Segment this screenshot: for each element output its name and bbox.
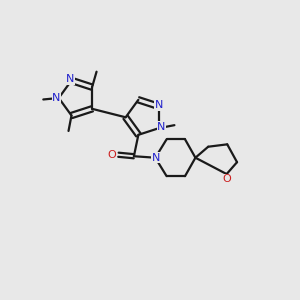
Text: N: N	[152, 153, 160, 163]
Text: O: O	[223, 174, 232, 184]
Text: N: N	[52, 93, 61, 103]
Text: N: N	[155, 100, 163, 110]
Text: N: N	[66, 74, 74, 84]
Text: N: N	[157, 122, 166, 132]
Text: O: O	[107, 150, 116, 160]
